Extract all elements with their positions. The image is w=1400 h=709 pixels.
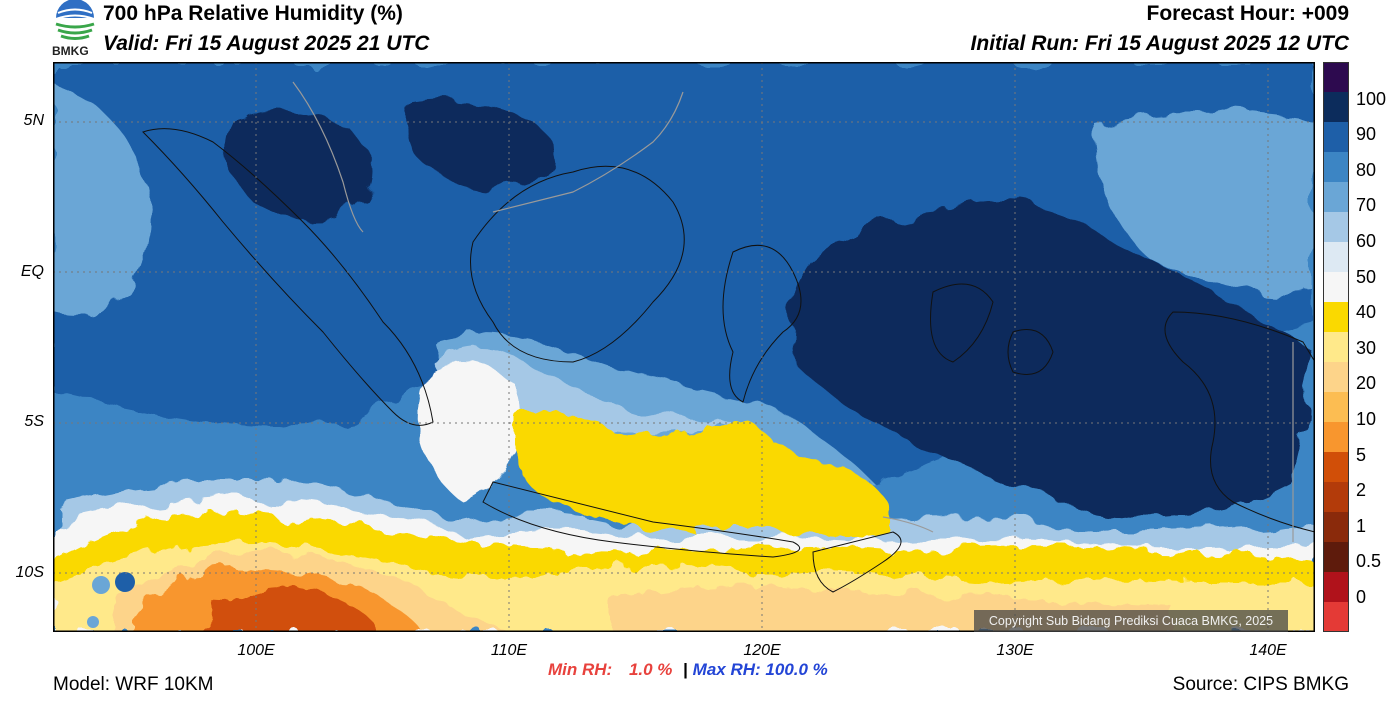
colorbar-label-5: 5: [1356, 445, 1367, 465]
initial-run: Initial Run: Fri 15 August 2025 12 UTC: [970, 32, 1349, 55]
forecast-hour: Forecast Hour: +009: [1146, 2, 1350, 25]
valid-time: Valid: Fri 15 August 2025 21 UTC: [103, 32, 430, 55]
rh-field-90-north: [226, 114, 373, 220]
bmkg-logo: BMKG: [50, 0, 100, 60]
lon-tick-130e: 130E: [996, 642, 1034, 659]
graticule: [53, 62, 1315, 632]
coastlines: [142, 128, 1316, 593]
colorbar: [1323, 62, 1349, 633]
colorbar-label-0-5: 0.5: [1356, 551, 1382, 571]
colorbar-segment: [1323, 182, 1349, 213]
lat-tick-10s: 10S: [15, 564, 44, 581]
colorbar-segment: [1323, 482, 1349, 513]
colorbar-label-100: 100: [1356, 89, 1387, 109]
logo-text: BMKG: [52, 44, 89, 58]
colorbar-segment: [1323, 542, 1349, 573]
rh-field-60-west: [53, 82, 150, 316]
colorbar-label-10: 10: [1356, 409, 1377, 429]
map-title: 700 hPa Relative Humidity (%): [103, 2, 403, 25]
lat-tick-5n: 5N: [23, 112, 44, 129]
colorbar-label-30: 30: [1356, 338, 1377, 358]
rh-stats: Min RH: 1.0 % | Max RH: 100.0 %: [548, 660, 828, 680]
max-rh-value: 100.0 %: [765, 660, 828, 679]
rh-field-40-java: [421, 364, 518, 502]
min-rh-label: Min RH:: [548, 660, 613, 679]
model-label: Model: WRF 10KM: [53, 674, 214, 695]
colorbar-segment: [1323, 332, 1349, 363]
lat-tick-eq: EQ: [20, 263, 44, 280]
colorbar-label-1: 1: [1356, 516, 1367, 536]
colorbar-label-50: 50: [1356, 267, 1377, 287]
colorbar-segment: [1323, 302, 1349, 333]
colorbar-segment: [1323, 122, 1349, 153]
colorbar-segment: [1323, 272, 1349, 303]
moist-pocket: [115, 572, 135, 592]
colorbar-label-80: 80: [1356, 160, 1377, 180]
colorbar-segment: [1323, 242, 1349, 273]
source-label: Source: CIPS BMKG: [1172, 674, 1349, 695]
colorbar-label-2: 2: [1356, 480, 1367, 500]
lon-tick-140e: 140E: [1249, 642, 1287, 659]
colorbar-label-60: 60: [1356, 231, 1377, 251]
moist-pocket: [92, 576, 110, 594]
rh-field-60-northeast: [1093, 112, 1315, 294]
rh-field-30-java: [513, 409, 893, 537]
humidity-map: [53, 62, 1316, 632]
colorbar-label-70: 70: [1356, 195, 1377, 215]
colorbar-segment: [1323, 92, 1349, 123]
stats-separator: |: [683, 660, 688, 679]
colorbar-segment: [1323, 62, 1349, 93]
lon-tick-120e: 120E: [743, 642, 781, 659]
max-rh-label: Max RH:: [692, 660, 761, 679]
borders: [292, 81, 1294, 542]
colorbar-segment: [1323, 422, 1349, 453]
colorbar-label-20: 20: [1356, 373, 1377, 393]
colorbar-segment: [1323, 512, 1349, 543]
lon-tick-110e: 110E: [490, 642, 528, 659]
colorbar-segment: [1323, 452, 1349, 483]
colorbar-segment: [1323, 152, 1349, 183]
colorbar-segment: [1323, 362, 1349, 393]
rh-field-50-javasea: [433, 347, 733, 437]
colorbar-label-0: 0: [1356, 587, 1367, 607]
copyright-note: Copyright Sub Bidang Prediksi Cuaca BMKG…: [974, 610, 1288, 632]
rh-field-2-indian-ocean: [203, 587, 375, 632]
colorbar-segment: [1323, 602, 1349, 633]
colorbar-segment: [1323, 572, 1349, 603]
colorbar-label-90: 90: [1356, 124, 1377, 144]
colorbar-label-40: 40: [1356, 302, 1377, 322]
lat-tick-5s: 5S: [24, 413, 44, 430]
colorbar-segment: [1323, 392, 1349, 423]
min-rh-value: 1.0 %: [628, 660, 673, 679]
lon-tick-100e: 100E: [237, 642, 275, 659]
rh-field-90-east: [790, 202, 1308, 518]
moist-pocket: [87, 616, 99, 628]
colorbar-segment: [1323, 212, 1349, 243]
